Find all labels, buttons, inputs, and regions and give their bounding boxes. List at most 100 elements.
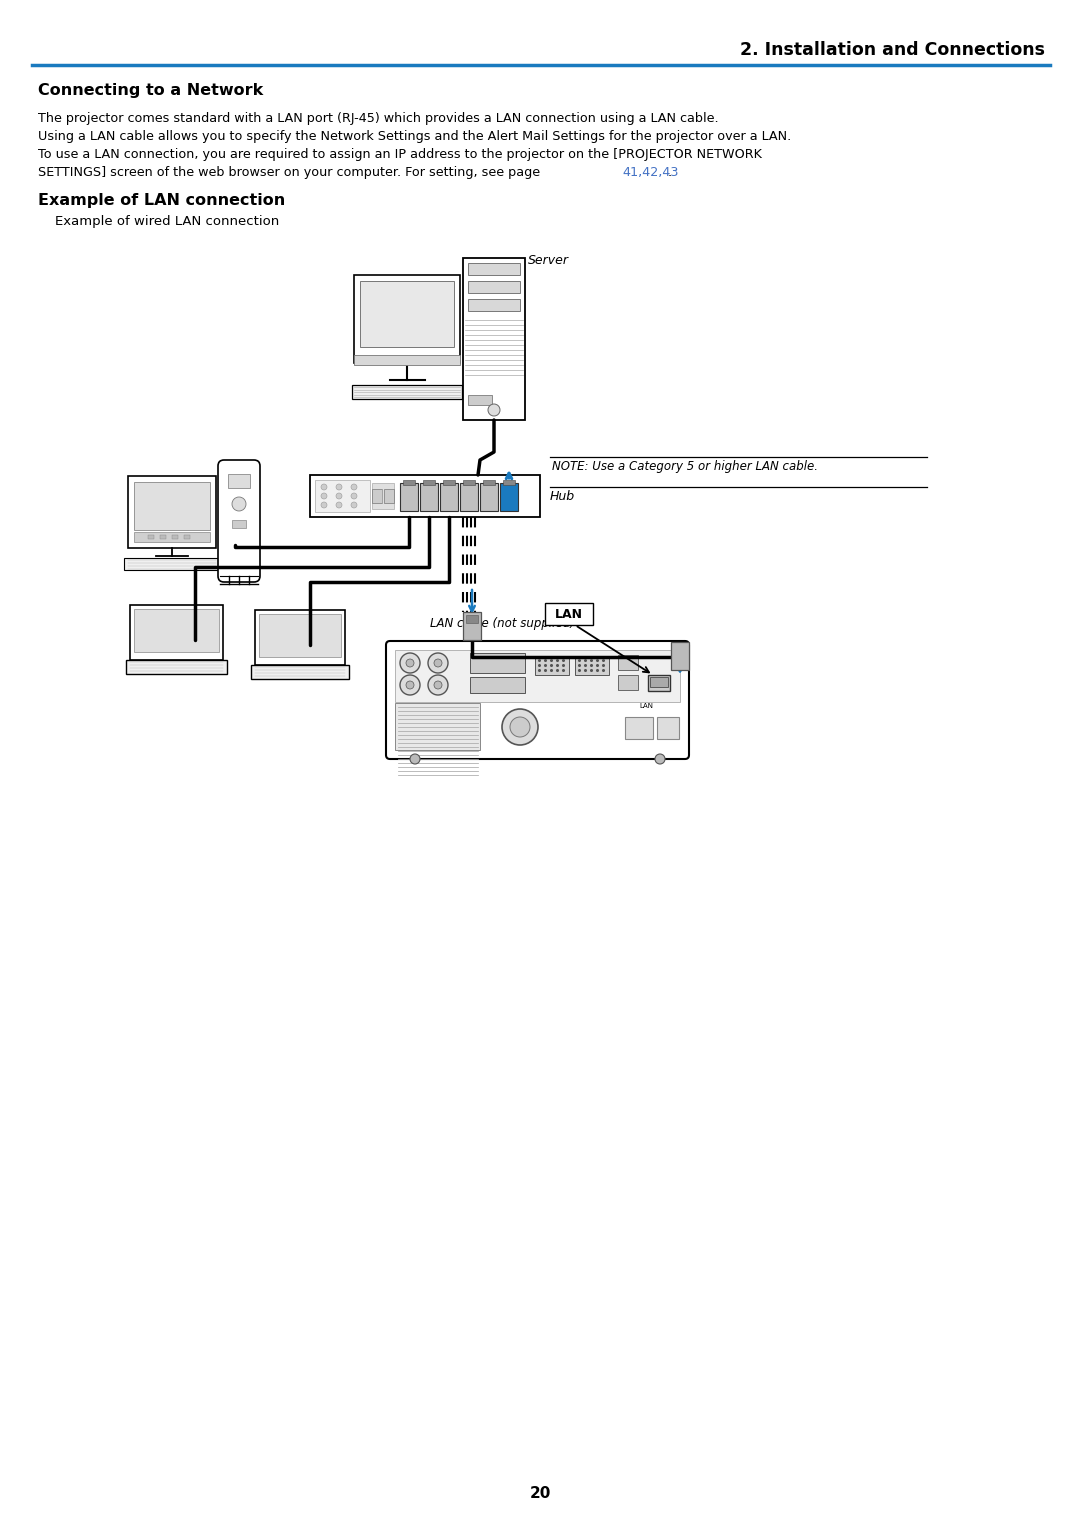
FancyBboxPatch shape	[172, 535, 178, 539]
FancyBboxPatch shape	[480, 483, 498, 511]
FancyBboxPatch shape	[395, 651, 680, 703]
Text: LAN: LAN	[555, 608, 583, 620]
FancyBboxPatch shape	[251, 664, 349, 680]
FancyBboxPatch shape	[255, 610, 345, 664]
FancyBboxPatch shape	[134, 482, 210, 530]
Text: 20: 20	[529, 1486, 551, 1501]
Circle shape	[336, 492, 342, 498]
FancyBboxPatch shape	[126, 660, 227, 674]
Circle shape	[428, 675, 448, 695]
FancyBboxPatch shape	[218, 460, 260, 582]
FancyBboxPatch shape	[648, 675, 670, 690]
Circle shape	[654, 754, 665, 764]
Text: Example of LAN connection: Example of LAN connection	[38, 192, 285, 207]
FancyBboxPatch shape	[468, 395, 492, 405]
FancyBboxPatch shape	[129, 475, 216, 549]
FancyBboxPatch shape	[503, 480, 515, 485]
FancyBboxPatch shape	[134, 610, 219, 652]
FancyBboxPatch shape	[130, 605, 222, 660]
FancyBboxPatch shape	[625, 716, 653, 739]
Text: LAN cable (not supplied): LAN cable (not supplied)	[430, 617, 575, 631]
Circle shape	[502, 709, 538, 745]
FancyBboxPatch shape	[463, 480, 475, 485]
FancyBboxPatch shape	[400, 483, 418, 511]
Circle shape	[488, 404, 500, 416]
FancyBboxPatch shape	[228, 474, 249, 488]
FancyBboxPatch shape	[468, 299, 519, 311]
FancyBboxPatch shape	[160, 535, 166, 539]
Text: 41,42,43: 41,42,43	[622, 166, 678, 178]
FancyBboxPatch shape	[354, 355, 460, 366]
FancyBboxPatch shape	[124, 558, 220, 570]
Circle shape	[351, 485, 357, 491]
Circle shape	[510, 716, 530, 738]
FancyBboxPatch shape	[500, 483, 518, 511]
Circle shape	[232, 497, 246, 511]
FancyBboxPatch shape	[232, 520, 246, 527]
FancyBboxPatch shape	[184, 535, 190, 539]
Text: Server: Server	[528, 253, 569, 267]
Circle shape	[351, 492, 357, 498]
FancyBboxPatch shape	[535, 657, 569, 675]
Text: NOTE: Use a Category 5 or higher LAN cable.: NOTE: Use a Category 5 or higher LAN cab…	[552, 460, 818, 472]
FancyBboxPatch shape	[310, 475, 540, 517]
FancyBboxPatch shape	[470, 677, 525, 693]
FancyBboxPatch shape	[465, 616, 478, 623]
FancyBboxPatch shape	[134, 532, 210, 543]
Circle shape	[321, 501, 327, 507]
Text: Using a LAN cable allows you to specify the Network Settings and the Alert Mail : Using a LAN cable allows you to specify …	[38, 130, 792, 143]
Circle shape	[434, 681, 442, 689]
FancyBboxPatch shape	[468, 280, 519, 293]
Text: To use a LAN connection, you are required to assign an IP address to the project: To use a LAN connection, you are require…	[38, 148, 761, 162]
FancyBboxPatch shape	[650, 677, 669, 687]
Text: Example of wired LAN connection: Example of wired LAN connection	[55, 215, 280, 229]
Text: .: .	[669, 166, 672, 178]
Circle shape	[406, 658, 414, 668]
FancyBboxPatch shape	[468, 264, 519, 274]
Circle shape	[351, 501, 357, 507]
FancyBboxPatch shape	[618, 655, 638, 671]
FancyBboxPatch shape	[460, 483, 478, 511]
FancyBboxPatch shape	[443, 480, 455, 485]
Text: Hub: Hub	[550, 489, 576, 503]
FancyBboxPatch shape	[315, 480, 370, 512]
Circle shape	[428, 652, 448, 674]
Text: SETTINGS] screen of the web browser on your computer. For setting, see page: SETTINGS] screen of the web browser on y…	[38, 166, 544, 178]
FancyBboxPatch shape	[352, 386, 462, 399]
FancyBboxPatch shape	[575, 657, 609, 675]
FancyBboxPatch shape	[259, 614, 341, 657]
FancyBboxPatch shape	[420, 483, 438, 511]
FancyBboxPatch shape	[360, 280, 454, 347]
FancyBboxPatch shape	[148, 535, 154, 539]
FancyBboxPatch shape	[618, 675, 638, 690]
FancyBboxPatch shape	[395, 703, 480, 750]
Circle shape	[410, 754, 420, 764]
FancyBboxPatch shape	[545, 604, 593, 625]
Circle shape	[400, 675, 420, 695]
Circle shape	[400, 652, 420, 674]
Circle shape	[336, 485, 342, 491]
FancyBboxPatch shape	[440, 483, 458, 511]
Text: LAN: LAN	[639, 703, 653, 709]
FancyBboxPatch shape	[386, 642, 689, 759]
FancyBboxPatch shape	[463, 613, 481, 640]
FancyBboxPatch shape	[403, 480, 415, 485]
FancyBboxPatch shape	[463, 258, 525, 421]
FancyBboxPatch shape	[372, 489, 382, 503]
Circle shape	[321, 485, 327, 491]
Circle shape	[336, 501, 342, 507]
FancyBboxPatch shape	[657, 716, 679, 739]
FancyBboxPatch shape	[671, 642, 689, 671]
FancyBboxPatch shape	[354, 274, 460, 363]
FancyBboxPatch shape	[384, 489, 394, 503]
Text: Connecting to a Network: Connecting to a Network	[38, 82, 264, 98]
FancyBboxPatch shape	[470, 652, 525, 674]
Circle shape	[434, 658, 442, 668]
Circle shape	[406, 681, 414, 689]
Text: 2. Installation and Connections: 2. Installation and Connections	[740, 41, 1045, 59]
Text: The projector comes standard with a LAN port (RJ-45) which provides a LAN connec: The projector comes standard with a LAN …	[38, 111, 718, 125]
FancyBboxPatch shape	[483, 480, 495, 485]
FancyBboxPatch shape	[372, 483, 394, 509]
FancyBboxPatch shape	[423, 480, 435, 485]
Circle shape	[321, 492, 327, 498]
